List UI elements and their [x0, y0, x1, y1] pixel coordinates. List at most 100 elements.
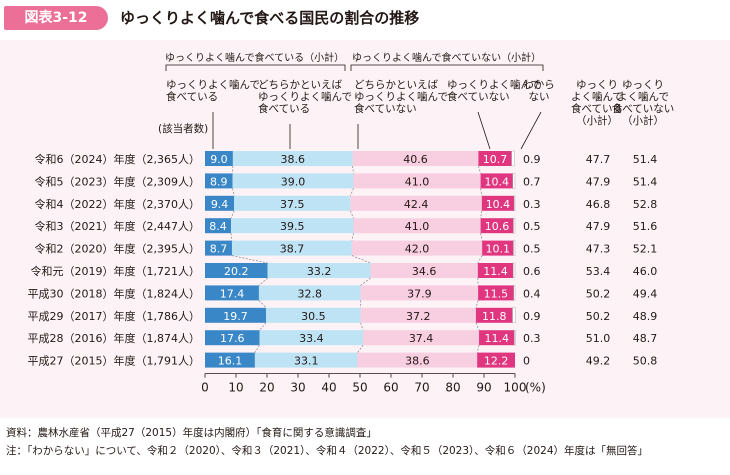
value-label: 8.9 [210, 175, 228, 188]
connector-line [475, 300, 479, 308]
bar-segment [351, 240, 483, 256]
bar-segment [205, 173, 233, 189]
x-tick-label: 20 [259, 381, 274, 395]
subtotal-yes-value: 51.0 [586, 332, 611, 345]
bar-segment [205, 240, 232, 256]
header-rather-not-slow-chew: どちらかといえば [354, 79, 438, 91]
header-unknown: ない [529, 91, 550, 103]
value-label: 39.5 [280, 220, 305, 233]
value-label: 40.6 [403, 153, 428, 166]
header-rather-not-slow-chew: ゆっくりよく噛んで [354, 90, 448, 103]
bar-segment-unknown [513, 217, 516, 234]
value-label: 41.0 [405, 220, 430, 233]
bar-segment [353, 218, 481, 234]
bar-segment [352, 151, 479, 166]
header-subtotal-no: （小計） [622, 114, 664, 127]
value-label: 19.7 [223, 310, 248, 323]
bar-segment [266, 307, 361, 323]
category-label: 平成30（2018）年度（1,824人） [28, 286, 200, 300]
bar-segment [205, 285, 259, 301]
category-label: 令和5（2023）年度（2,309人） [35, 174, 200, 188]
connector-line [232, 188, 235, 196]
value-label: 37.4 [409, 332, 434, 345]
header-rather-not-slow-chew: 食べていない [354, 102, 417, 115]
value-label: 41.0 [405, 175, 430, 188]
header-subtotal-yes: （小計） [576, 114, 618, 127]
bar-segment [205, 307, 267, 323]
header-leader-line [520, 111, 542, 150]
bar-segment [478, 151, 512, 166]
subtotal-yes-value: 49.2 [586, 355, 611, 368]
value-label: 9.4 [211, 198, 229, 211]
bar-segment [205, 218, 232, 234]
connector-line [360, 322, 364, 331]
bar-segment [205, 195, 235, 211]
footnote: 注：「わからない」について、令和２（2020）、令和３（2021）、令和４（20… [6, 445, 649, 457]
x-tick-label: 70 [414, 381, 429, 395]
bar-segment [350, 195, 482, 211]
connector-line [258, 300, 267, 309]
connector-line [350, 188, 354, 196]
x-tick-label: 0 [201, 381, 209, 395]
value-label: 33.4 [299, 332, 324, 345]
bar-segment-unknown [512, 307, 516, 323]
value-label: 39.0 [281, 175, 306, 188]
value-label: 20.2 [224, 265, 249, 278]
category-label: 平成29（2017）年度（1,786人） [28, 309, 200, 323]
connector-line [352, 165, 354, 174]
bar-segment [205, 352, 255, 368]
subtotal-no-value: 48.7 [633, 332, 658, 345]
bar-segment [205, 330, 260, 346]
value-label-unknown: 0.7 [523, 175, 541, 188]
x-tick-label: 60 [383, 381, 398, 395]
bar-segment [480, 173, 513, 189]
value-label: 33.1 [294, 355, 319, 368]
bar-segment-unknown [511, 150, 515, 167]
value-label: 8.7 [210, 243, 228, 256]
subtotal-no-value: 52.8 [633, 198, 658, 211]
connector-line [480, 188, 483, 196]
x-tick-label: 30 [290, 381, 305, 395]
x-axis-unit: (%) [525, 381, 546, 395]
connector-line [254, 345, 260, 353]
value-label: 38.6 [405, 355, 430, 368]
value-label: 11.5 [484, 287, 509, 300]
header-subtotal-no: ゆっくり [622, 79, 664, 91]
subtotal-no-value: 51.4 [633, 175, 658, 188]
subtotal-no-value: 49.4 [633, 287, 658, 300]
value-label: 42.0 [405, 243, 430, 256]
connector-line [477, 255, 483, 264]
bar-segment [231, 240, 352, 256]
value-label-unknown: 0.5 [523, 220, 541, 233]
subtotal-no-label: ゆっくりよく噛んで食べていない（小計） [352, 51, 541, 64]
bar-segment [357, 352, 478, 368]
header-rather-slow-chew: ゆっくりよく噛んで [258, 90, 352, 103]
value-label: 8.4 [209, 220, 227, 233]
connector-line [350, 210, 354, 219]
bar-segment [475, 307, 513, 323]
value-label: 17.6 [220, 332, 245, 345]
value-label-unknown: 0.3 [523, 198, 541, 211]
connector-line [480, 233, 483, 241]
bar-segment [480, 218, 514, 234]
bar-segment [205, 151, 233, 166]
value-label-unknown: 0.5 [523, 243, 541, 256]
value-label: 33.2 [307, 265, 332, 278]
connector-line [475, 322, 480, 331]
value-label: 32.8 [298, 287, 323, 300]
connector-line [476, 345, 480, 353]
bar-segment [254, 352, 358, 368]
connector-line [259, 322, 267, 331]
value-label: 10.1 [486, 243, 511, 256]
value-label: 30.5 [301, 310, 326, 323]
header-rather-slow-chew: 食べている [258, 102, 310, 115]
header-leader-line [477, 111, 491, 150]
bar-segment [259, 330, 364, 346]
connector-line [351, 255, 371, 264]
value-label: 42.4 [404, 198, 429, 211]
subtotal-no-value: 51.4 [633, 153, 658, 166]
source-note: 資料：農林水産省（平成27（2015）年度は内閣府）「食育に関する意識調査」 [6, 427, 377, 439]
respondents-label: (該当者数) [158, 122, 208, 135]
x-tick-label: 90 [476, 381, 491, 395]
bar-segment [477, 352, 515, 368]
